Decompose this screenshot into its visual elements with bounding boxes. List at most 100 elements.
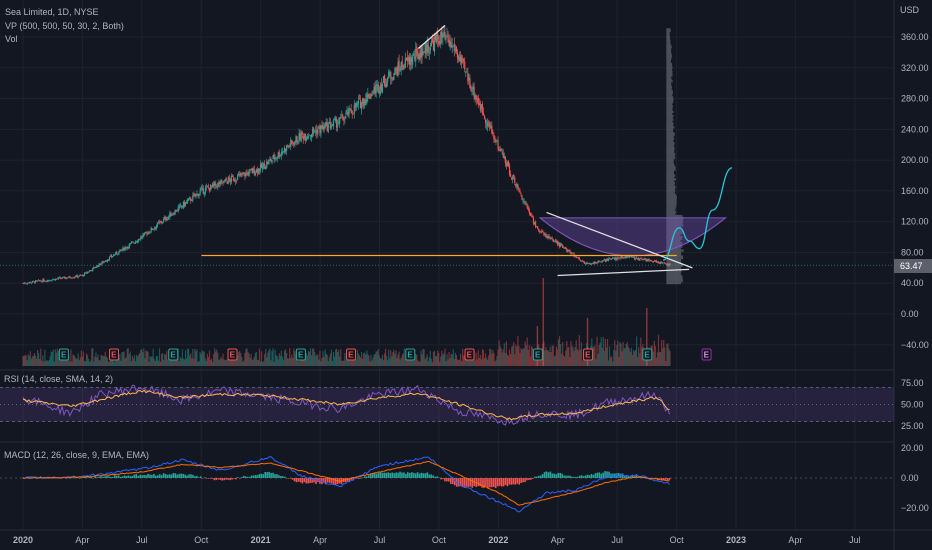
volume-bar [561,353,563,366]
candle-body [331,124,334,126]
candle-body [269,159,271,161]
candle-body [374,86,376,95]
earnings-marker[interactable]: E [532,348,543,361]
volume-bar [463,355,465,366]
macd-axis[interactable]: 20.000.00−20.00 [901,443,929,513]
candle-body [263,163,265,167]
candle-body [334,117,337,121]
candle-body [539,230,541,233]
volume-bar [326,355,328,366]
volume-bar [371,360,373,366]
earnings-marker[interactable]: E [346,348,357,361]
volume-bar [50,351,52,366]
time-tick-label: Jul [136,535,148,545]
volume-profile-row [666,87,672,90]
candle-body [83,273,86,276]
earnings-marker[interactable]: E [701,348,712,361]
volume-bar [573,350,575,366]
volume-bar [150,357,152,366]
candle-body [588,263,590,264]
candle-body [495,141,497,143]
volume-bar [488,355,490,366]
volume-bar [264,353,266,366]
symbol-legend[interactable]: Sea Limited, 1D, NYSE [5,7,99,17]
volume-bar [213,354,215,366]
candle-body [603,259,605,261]
candle-body [363,98,365,106]
candle-body [624,255,626,258]
volume-bar [126,348,128,366]
candle-body [591,263,593,265]
volume-bar [226,359,228,366]
candle-body [119,249,121,252]
earnings-marker[interactable]: E [227,348,238,361]
time-axis[interactable]: 2020 Apr Jul Oct 2021 Apr Jul Oct 2022 Apr Jul Oct 2… [13,535,861,545]
earnings-marker[interactable]: E [109,348,120,361]
macd-histogram-bar [139,474,142,478]
earnings-marker[interactable]: E [405,348,416,361]
macd-histogram-bar [367,475,370,478]
earnings-marker[interactable]: E [583,348,594,361]
volume-bar [121,352,123,366]
macd-histogram-bar [102,476,104,478]
earnings-marker[interactable]: E [464,348,475,361]
volume-profile-row [666,224,684,227]
earnings-marker[interactable]: E [168,348,179,361]
volume-bar [555,346,558,366]
candle-body [632,256,635,258]
volume-bar [600,337,602,366]
volume-profile-row [666,49,672,52]
macd-legend[interactable]: MACD (12, 26, close, 9, EMA, EMA) [4,450,149,460]
macd-histogram-bar [600,473,603,478]
macd-pane [0,456,894,513]
volume-bar [132,358,135,366]
candle-body [216,186,218,188]
volume-bar [377,349,379,366]
candle-body [190,198,192,201]
volume-profile-row [666,199,677,202]
earnings-box [642,348,653,361]
volume-bar [306,355,309,366]
price-tick-label: 280.00 [901,94,929,104]
macd-histogram-bar [487,478,489,489]
candle-body [384,84,387,87]
candle-body [97,265,99,267]
drawings[interactable] [0,24,894,277]
price-axis[interactable]: 360.00320.00280.00240.00200.00160.00120.… [901,32,929,350]
candle-body [614,257,616,260]
candle-body [328,122,330,124]
volume-bar [225,359,227,366]
top-trendline [417,24,446,50]
macd-histogram-bar [180,473,183,478]
volume-bar [334,349,337,366]
volume-bar [145,350,147,366]
volume-bar [208,350,211,366]
volume-bar [553,356,555,366]
volume-bar [125,357,127,366]
volume-bar [96,357,98,366]
volume-profile-row [666,128,674,131]
candle-body [134,241,137,244]
vol-legend[interactable]: Vol [5,34,18,44]
candle-body [566,249,568,252]
candle-body [597,261,599,264]
volume-bar [127,348,129,366]
candle-body [71,277,73,279]
candle-body [152,229,154,230]
volume-bar [53,361,55,366]
rsi-legend[interactable]: RSI (14, close, SMA, 14, 2) [4,374,113,384]
vp-legend[interactable]: VP (500, 500, 50, 30, 2, Both) [5,21,124,31]
candle-body [101,261,103,264]
volume-profile-row [666,255,683,258]
earnings-marker[interactable]: E [58,348,69,361]
volume-bar [668,348,670,366]
earnings-marker[interactable]: E [642,348,653,361]
volume-bar [214,348,216,366]
volume-bar [305,353,307,366]
candle-body [160,221,163,223]
macd-histogram-bar [168,474,171,478]
earnings-marker[interactable]: E [295,348,306,361]
